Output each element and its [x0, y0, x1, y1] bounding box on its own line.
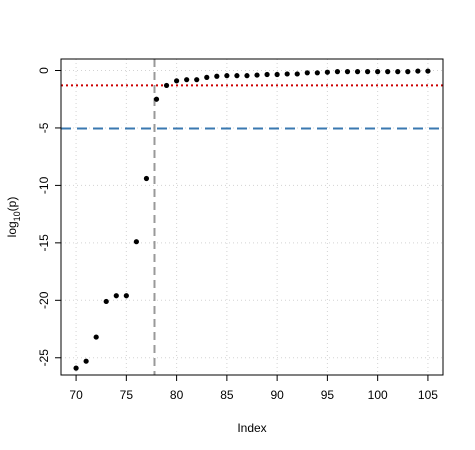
data-point — [204, 74, 210, 80]
y-axis: 0 -5 -10 -15 -20 -25 — [37, 67, 62, 367]
data-point — [174, 78, 180, 84]
data-point — [264, 71, 270, 78]
data-point — [93, 334, 99, 340]
x-tick-label: 95 — [321, 388, 335, 402]
data-point — [324, 69, 330, 75]
data-point — [133, 239, 139, 245]
data-point — [365, 69, 371, 75]
x-axis: 70 75 80 85 90 95 100 105 — [69, 374, 438, 402]
data-point — [294, 71, 300, 77]
x-tick-label: 70 — [69, 388, 83, 402]
data-point — [103, 298, 109, 305]
data-point — [224, 73, 230, 79]
reference-lines — [61, 59, 443, 375]
data-point — [304, 70, 310, 76]
data-points — [73, 68, 431, 371]
x-tick-label: 75 — [120, 388, 134, 402]
data-point — [194, 77, 200, 83]
y-axis-title-base: log — [5, 221, 19, 237]
data-point — [234, 73, 240, 79]
x-tick-label: 85 — [220, 388, 234, 402]
y-tick-label: -5 — [37, 122, 51, 133]
data-point — [254, 72, 260, 78]
y-axis-title-arg: (p) — [5, 197, 19, 212]
data-point — [83, 358, 89, 364]
plot-frame — [60, 58, 444, 376]
y-tick-label: 0 — [37, 67, 51, 74]
data-point — [344, 69, 351, 75]
data-point — [354, 69, 361, 75]
x-tick-label: 105 — [418, 388, 438, 402]
data-point — [395, 69, 401, 75]
data-point — [163, 82, 170, 89]
data-point — [334, 69, 341, 75]
grid-layer — [61, 59, 443, 375]
y-axis-title-sub: 10 — [12, 211, 22, 221]
data-point — [143, 175, 150, 182]
data-point — [123, 293, 129, 299]
data-point — [385, 69, 391, 75]
y-tick-label: -15 — [37, 234, 51, 252]
data-point — [425, 68, 431, 74]
x-tick-label: 80 — [170, 388, 184, 402]
data-point — [113, 293, 119, 299]
data-point — [375, 69, 381, 75]
y-axis-title: log10(p) — [5, 197, 22, 238]
y-tick-label: -20 — [37, 291, 51, 309]
data-point — [73, 365, 79, 371]
data-point — [244, 73, 250, 79]
data-point — [153, 96, 160, 102]
y-tick-label: -25 — [37, 349, 51, 367]
data-point — [284, 71, 290, 77]
x-axis-title: Index — [237, 421, 266, 435]
data-point — [274, 71, 280, 78]
data-point — [214, 73, 220, 79]
y-tick-label: -10 — [37, 176, 51, 194]
x-tick-label: 100 — [368, 388, 388, 402]
data-point — [314, 70, 320, 76]
x-tick-label: 90 — [270, 388, 284, 402]
data-point — [184, 77, 190, 83]
data-point — [405, 69, 411, 75]
data-point — [415, 68, 421, 74]
